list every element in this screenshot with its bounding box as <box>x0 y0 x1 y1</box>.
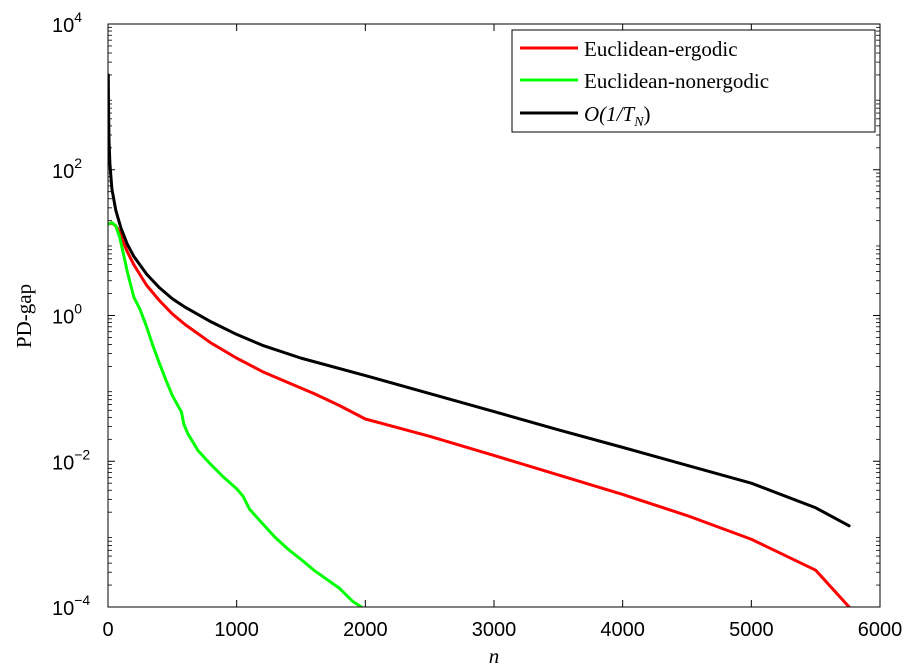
legend-label-bound-close: ) <box>644 102 651 126</box>
x-tick-label: 3000 <box>472 619 517 641</box>
y-tick-label: 102 <box>52 155 82 183</box>
x-tick-label: 1000 <box>214 619 259 641</box>
legend-label-ergodic: Euclidean-ergodic <box>584 37 738 61</box>
series-layer <box>108 73 851 607</box>
legend-label-nonergodic: Euclidean-nonergodic <box>584 69 769 93</box>
y-tick-label: 104 <box>52 9 82 37</box>
y-tick-label: 10−4 <box>52 592 90 620</box>
legend-label-bound-main: O(1/T <box>584 102 635 126</box>
series-line-1 <box>108 221 363 607</box>
y-axis-label: PD-gap <box>12 284 36 348</box>
x-tick-label: 0 <box>102 619 113 641</box>
x-tick-label: 5000 <box>729 619 774 641</box>
y-tick-label: 10−2 <box>52 446 90 474</box>
legend-label-bound: O(1/TN) <box>584 102 651 130</box>
x-tick-label: 2000 <box>343 619 388 641</box>
series-line-2 <box>108 73 851 528</box>
ticks-layer: 0 1000 2000 3000 4000 5000 6000 10−4 10−2 100 102 1… <box>52 9 902 641</box>
legend: Euclidean-ergodic Euclidean-nonergodic O… <box>511 29 876 133</box>
x-axis-label: n <box>489 644 500 668</box>
x-tick-label: 6000 <box>858 619 903 641</box>
x-tick-label: 4000 <box>600 619 645 641</box>
legend-label-bound-sub: N <box>633 115 644 130</box>
y-tick-label: 100 <box>52 301 82 329</box>
series-line-0 <box>108 221 851 607</box>
